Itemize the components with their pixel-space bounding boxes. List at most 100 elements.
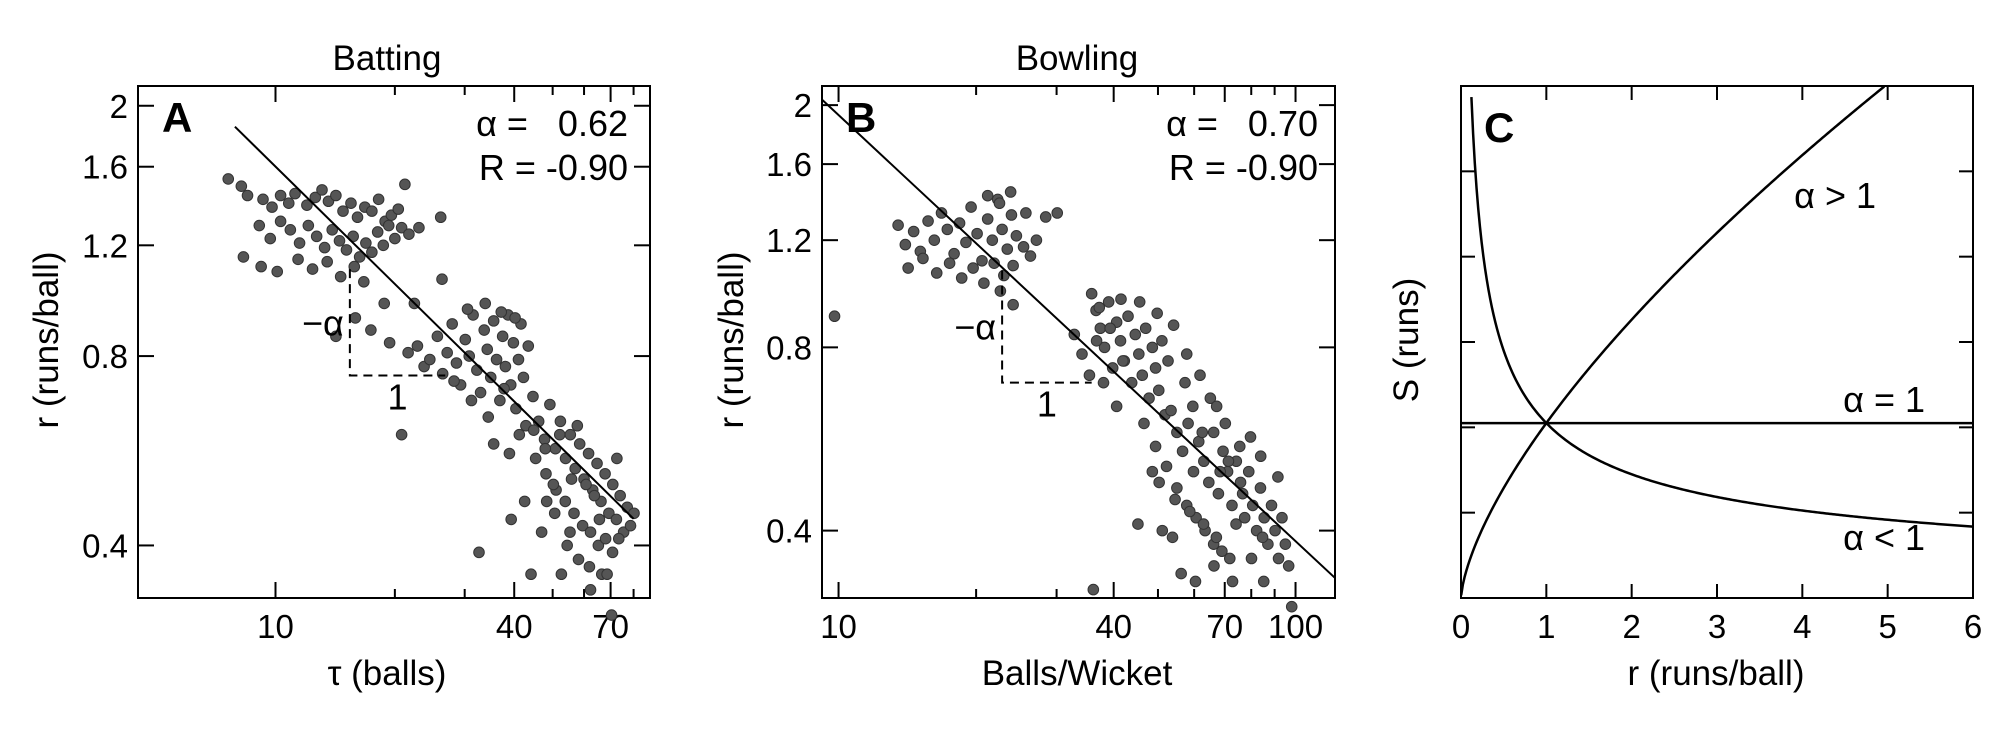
data-point <box>321 255 333 268</box>
data-point <box>1122 310 1134 323</box>
data-point <box>965 201 977 213</box>
data-point <box>1167 319 1180 331</box>
data-point <box>935 207 948 219</box>
data-point <box>1114 335 1127 347</box>
data-point <box>828 310 841 323</box>
data-point <box>333 234 346 247</box>
data-point <box>1004 186 1017 198</box>
data-point <box>1212 487 1225 500</box>
panel-a-label: A <box>162 94 192 141</box>
panel-b-r-annotation: R = -0.90 <box>1169 147 1318 188</box>
data-point <box>513 428 526 441</box>
data-point <box>490 353 503 366</box>
panel-c-y-label: S (runs) <box>1387 278 1426 402</box>
data-point <box>1097 376 1110 389</box>
data-point <box>960 236 972 249</box>
data-point <box>330 189 342 202</box>
data-point <box>266 201 278 213</box>
data-point <box>922 215 934 227</box>
data-point <box>593 513 606 526</box>
data-point <box>547 478 560 491</box>
data-point <box>1146 341 1159 354</box>
data-point <box>605 609 618 621</box>
data-point <box>431 330 444 343</box>
data-point <box>1207 426 1220 439</box>
data-point <box>544 398 556 411</box>
data-point <box>527 390 539 403</box>
panel-a-x-ticks: 10 40 70 <box>257 86 635 645</box>
data-point <box>1166 531 1179 544</box>
data-point <box>365 324 377 336</box>
data-point <box>967 262 979 274</box>
data-point <box>1020 207 1032 219</box>
data-point <box>461 303 474 315</box>
data-point <box>1184 505 1196 518</box>
panel-c-x-ticks: 0 1 2 3 4 5 6 <box>1452 86 1982 645</box>
data-point <box>1094 322 1107 335</box>
data-point <box>395 428 408 441</box>
x-tick-label: 10 <box>820 608 857 645</box>
data-point <box>1189 575 1202 588</box>
data-point <box>289 187 301 200</box>
data-point <box>583 560 596 573</box>
data-point <box>1007 298 1019 311</box>
data-point <box>988 257 1000 269</box>
data-point <box>253 219 266 232</box>
data-point <box>271 265 284 278</box>
y-tick-label: 0.4 <box>766 513 812 550</box>
data-point <box>1234 476 1247 489</box>
panel-a-x-label: τ (balls) <box>328 654 447 693</box>
data-point <box>302 219 315 232</box>
data-point <box>1226 499 1238 512</box>
data-point <box>1222 455 1235 468</box>
data-point <box>382 219 395 232</box>
data-point <box>509 312 521 324</box>
data-point <box>1242 465 1255 478</box>
data-point <box>1160 460 1173 473</box>
data-point <box>986 234 999 246</box>
data-point <box>571 419 584 432</box>
data-point <box>235 180 248 192</box>
data-point <box>1083 369 1096 382</box>
data-point <box>366 205 378 217</box>
data-point <box>1129 328 1142 341</box>
y-tick-label: 1.2 <box>766 222 812 259</box>
data-point <box>1087 583 1100 596</box>
x-tick-label: 0 <box>1452 608 1470 645</box>
panel-b-y-label: r (runs/ball) <box>712 252 751 429</box>
data-point <box>487 438 500 450</box>
data-point <box>1051 207 1064 219</box>
data-point <box>599 467 611 480</box>
data-point <box>255 260 267 273</box>
y-tick-label: 0.4 <box>82 527 128 564</box>
data-point <box>403 228 415 240</box>
data-point <box>1085 287 1098 300</box>
x-tick-label: 6 <box>1964 608 1982 645</box>
data-point <box>1180 348 1193 360</box>
data-point <box>222 173 235 185</box>
data-point <box>1256 531 1269 544</box>
data-point <box>274 189 287 202</box>
x-tick-label: 40 <box>496 608 533 645</box>
data-point <box>378 297 391 310</box>
data-point <box>1110 400 1123 413</box>
data-point <box>450 357 463 369</box>
panel-a-r-annotation: R = -0.90 <box>479 147 628 188</box>
y-tick-label: 1.6 <box>82 149 128 186</box>
panel-c-label: C <box>1484 104 1514 151</box>
panel-b-y-ticks: 0.4 0.8 1.2 1.6 2 <box>766 87 1335 550</box>
data-point <box>399 178 411 191</box>
data-point <box>529 452 542 465</box>
data-point <box>377 239 390 252</box>
panel-a-frame <box>137 85 651 599</box>
x-tick-label: 1 <box>1537 608 1555 645</box>
panel-b-points <box>828 186 1298 613</box>
data-point <box>345 197 357 209</box>
data-point <box>326 224 339 236</box>
data-point <box>505 513 517 526</box>
data-point <box>1156 335 1168 347</box>
data-point <box>899 238 912 251</box>
data-point <box>1176 445 1189 458</box>
x-tick-label: 100 <box>1268 608 1323 645</box>
